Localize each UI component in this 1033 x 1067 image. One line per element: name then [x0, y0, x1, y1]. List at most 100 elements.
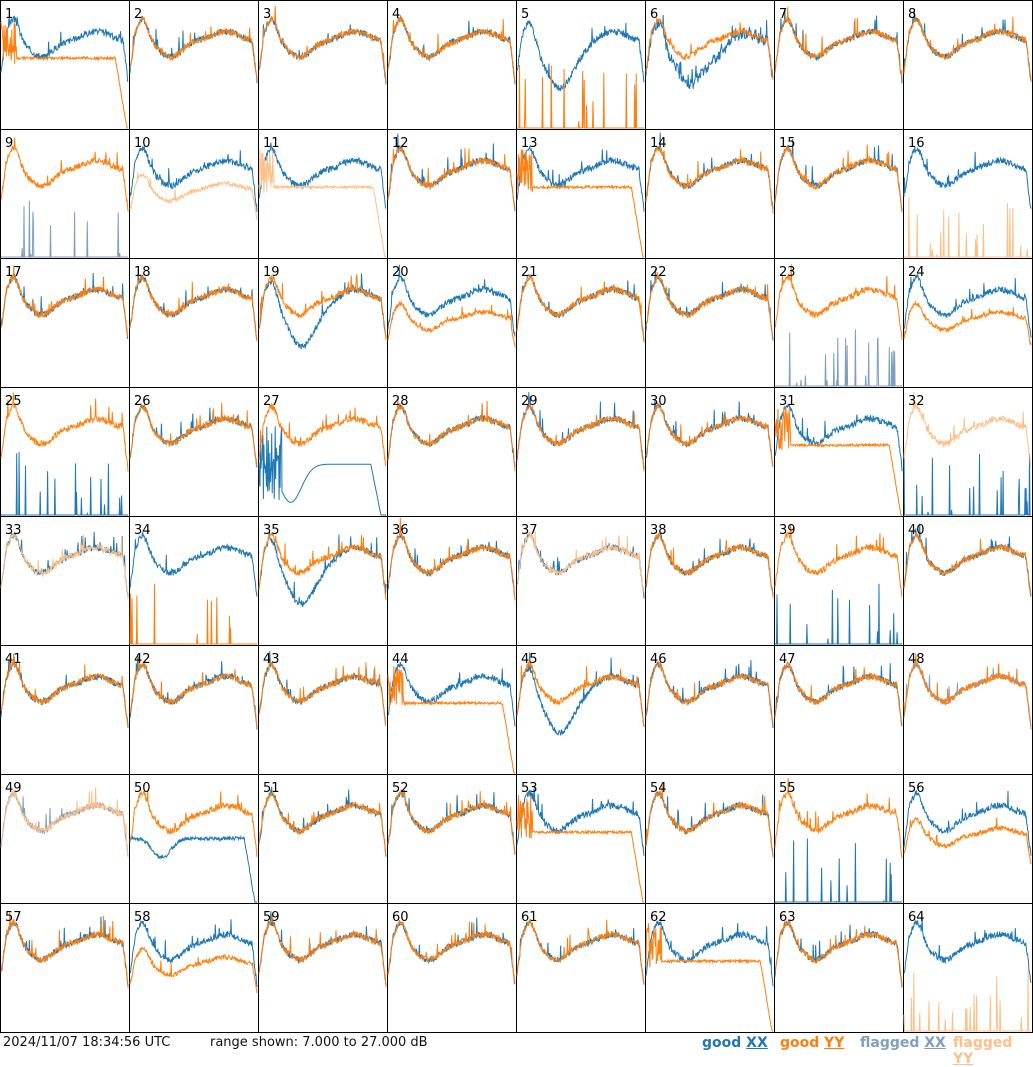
legend-flagged-yy: flagged YY: [953, 1035, 1013, 1067]
series-line-yy: [645, 145, 774, 214]
series-line-yy: [516, 274, 645, 343]
panel-3: 3: [258, 0, 388, 130]
series-line-yy: [645, 923, 773, 1032]
panel-16: 16: [903, 129, 1033, 259]
panel-5: 5: [516, 0, 646, 130]
panel-label: 24: [908, 265, 925, 280]
series-line-yy: [258, 660, 387, 726]
series-line-yy: [903, 653, 1032, 726]
panel-54: 54: [645, 774, 775, 904]
panel-25: 25: [0, 387, 130, 517]
series-line-xx: [0, 15, 129, 83]
series-line-yy: [129, 273, 258, 342]
series-line-xx: [258, 786, 387, 857]
series-line-yy: [0, 392, 129, 472]
series-line-yy: [387, 665, 515, 774]
series-line-yy: [645, 402, 774, 468]
panel-label: 18: [134, 265, 151, 280]
series-line-yy: [516, 149, 644, 258]
panel-44: 44: [387, 645, 517, 775]
panel-label: 52: [392, 781, 409, 796]
panel-29: 29: [516, 387, 646, 517]
panel-59: 59: [258, 903, 388, 1033]
panel-21: 21: [516, 258, 646, 388]
panel-label: 63: [779, 910, 796, 925]
panel-51: 51: [258, 774, 388, 904]
panel-label: 14: [650, 136, 667, 151]
series-line-xx: [129, 146, 258, 212]
range-text: range shown: 7.000 to 27.000 dB: [210, 1035, 428, 1050]
panel-2: 2: [129, 0, 259, 130]
series-line-xx: [516, 19, 645, 92]
panel-26: 26: [129, 387, 259, 517]
panel-7: 7: [774, 0, 904, 130]
series-line-yy: [0, 21, 128, 129]
panel-41: 41: [0, 645, 130, 775]
panel-33: 33: [0, 516, 130, 646]
series-line-yy: [774, 661, 903, 728]
series-line-yy: [258, 914, 387, 988]
series-line-yy: [903, 816, 1032, 865]
panel-label: 58: [134, 910, 151, 925]
panel-53: 53: [516, 774, 646, 904]
series-line-xx: [387, 662, 516, 727]
panel-57: 57: [0, 903, 130, 1033]
panel-64: 64: [903, 903, 1033, 1033]
panel-label: 57: [5, 910, 22, 925]
series-line-yy: [903, 532, 1032, 597]
series-line-xx: [774, 403, 903, 472]
series-line-xx: [129, 919, 258, 987]
series-line-xx: [645, 790, 774, 858]
panel-label: 26: [134, 394, 151, 409]
panel-50: 50: [129, 774, 259, 904]
legend-good-xx: good XX: [702, 1035, 768, 1051]
series-line-xx: [258, 531, 387, 608]
series-line-yy: [129, 402, 258, 468]
panel-56: 56: [903, 774, 1033, 904]
panel-label: 1: [5, 7, 13, 22]
panel-62: 62: [645, 903, 775, 1033]
panel-label: 22: [650, 265, 667, 280]
series-line-xxf: [903, 658, 1032, 730]
panel-frame: [0, 0, 130, 130]
panel-label: 33: [5, 523, 22, 538]
series-line-xx: [387, 403, 516, 467]
panel-label: 59: [263, 910, 280, 925]
panel-label: 9: [5, 136, 13, 151]
series-line-yyf: [258, 149, 386, 258]
series-line-yy: [645, 17, 774, 81]
panel-label: 13: [521, 136, 538, 151]
panel-47: 47: [774, 645, 904, 775]
series-line-xx: [903, 10, 1032, 82]
panel-43: 43: [258, 645, 388, 775]
panel-13: 13: [516, 129, 646, 259]
panel-label: 5: [521, 7, 529, 22]
panel-label: 64: [908, 910, 925, 925]
panel-label: 17: [5, 265, 22, 280]
series-line-yy: [0, 137, 129, 212]
series-line-yy: [516, 660, 645, 728]
panel-61: 61: [516, 903, 646, 1033]
panel-11: 11: [258, 129, 388, 259]
panel-label: 27: [263, 394, 280, 409]
series-line-xx: [387, 917, 515, 985]
series-line-yy: [774, 778, 903, 859]
series-line-xx: [258, 142, 387, 209]
series-line-xx: [774, 920, 903, 988]
series-line-xx: [903, 916, 1032, 983]
series-line-yy: [129, 583, 257, 645]
series-line-xxf: [775, 329, 902, 387]
panel-label: 53: [521, 781, 538, 796]
panel-label: 38: [650, 523, 667, 538]
series-line-yyf: [516, 530, 645, 593]
series-line-xx: [645, 15, 774, 89]
series-line-yy: [387, 146, 516, 212]
series-line-yy: [387, 397, 516, 472]
panel-label: 46: [650, 652, 667, 667]
series-line-yy: [774, 144, 903, 213]
panel-label: 35: [263, 523, 280, 538]
series-line-xx: [1, 452, 128, 516]
panel-label: 23: [779, 265, 796, 280]
panel-frame: [129, 0, 259, 130]
series-line-xx: [387, 264, 516, 337]
